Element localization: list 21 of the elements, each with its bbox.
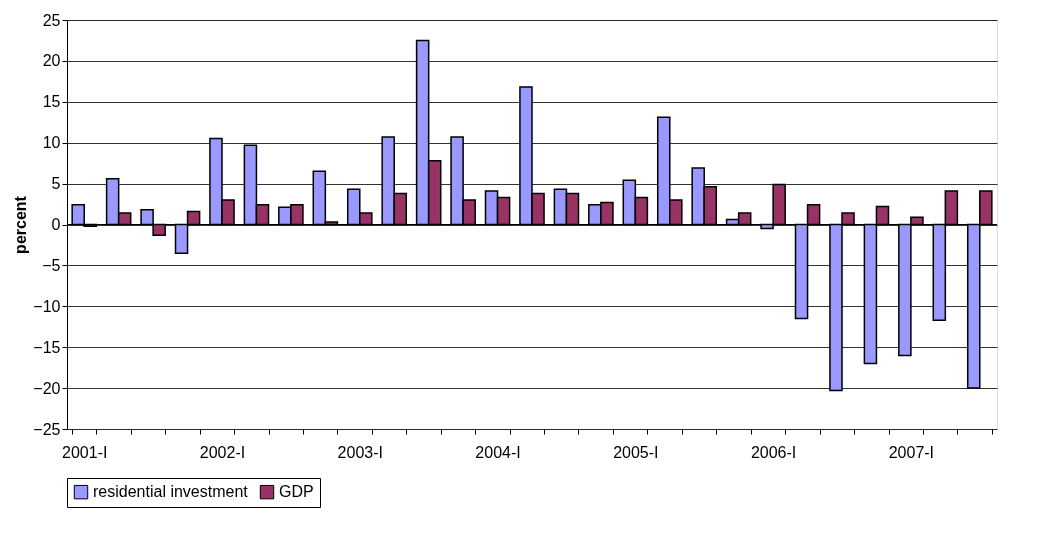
y-tick-label: −25	[33, 420, 61, 438]
y-tick-label: −10	[33, 297, 61, 315]
y-tick-label: −5	[42, 256, 61, 274]
y-tick-label: 25	[42, 11, 61, 29]
x-tick-label: 2006-I	[750, 443, 797, 461]
y-tick-label: −15	[33, 338, 61, 356]
y-tick-label: 15	[42, 93, 61, 111]
legend-label: residential investment	[93, 483, 249, 501]
y-tick-label: 10	[42, 134, 61, 152]
y-tick-label: −20	[33, 379, 61, 397]
x-tick-label: 2001-I	[62, 443, 108, 461]
x-tick-label: 2003-I	[337, 443, 383, 461]
x-tick-label: 2002-I	[199, 443, 246, 461]
x-tick-label: 2004-I	[475, 443, 521, 461]
y-tick-label: 20	[42, 52, 61, 70]
legend-label: GDP	[279, 483, 314, 501]
x-tick-label: 2005-I	[613, 443, 659, 461]
y-tick-label: 0	[51, 216, 61, 233]
y-axis-title: percent	[12, 195, 30, 254]
x-tick-label: 2007-I	[888, 443, 935, 461]
y-tick-label: 5	[51, 175, 61, 193]
